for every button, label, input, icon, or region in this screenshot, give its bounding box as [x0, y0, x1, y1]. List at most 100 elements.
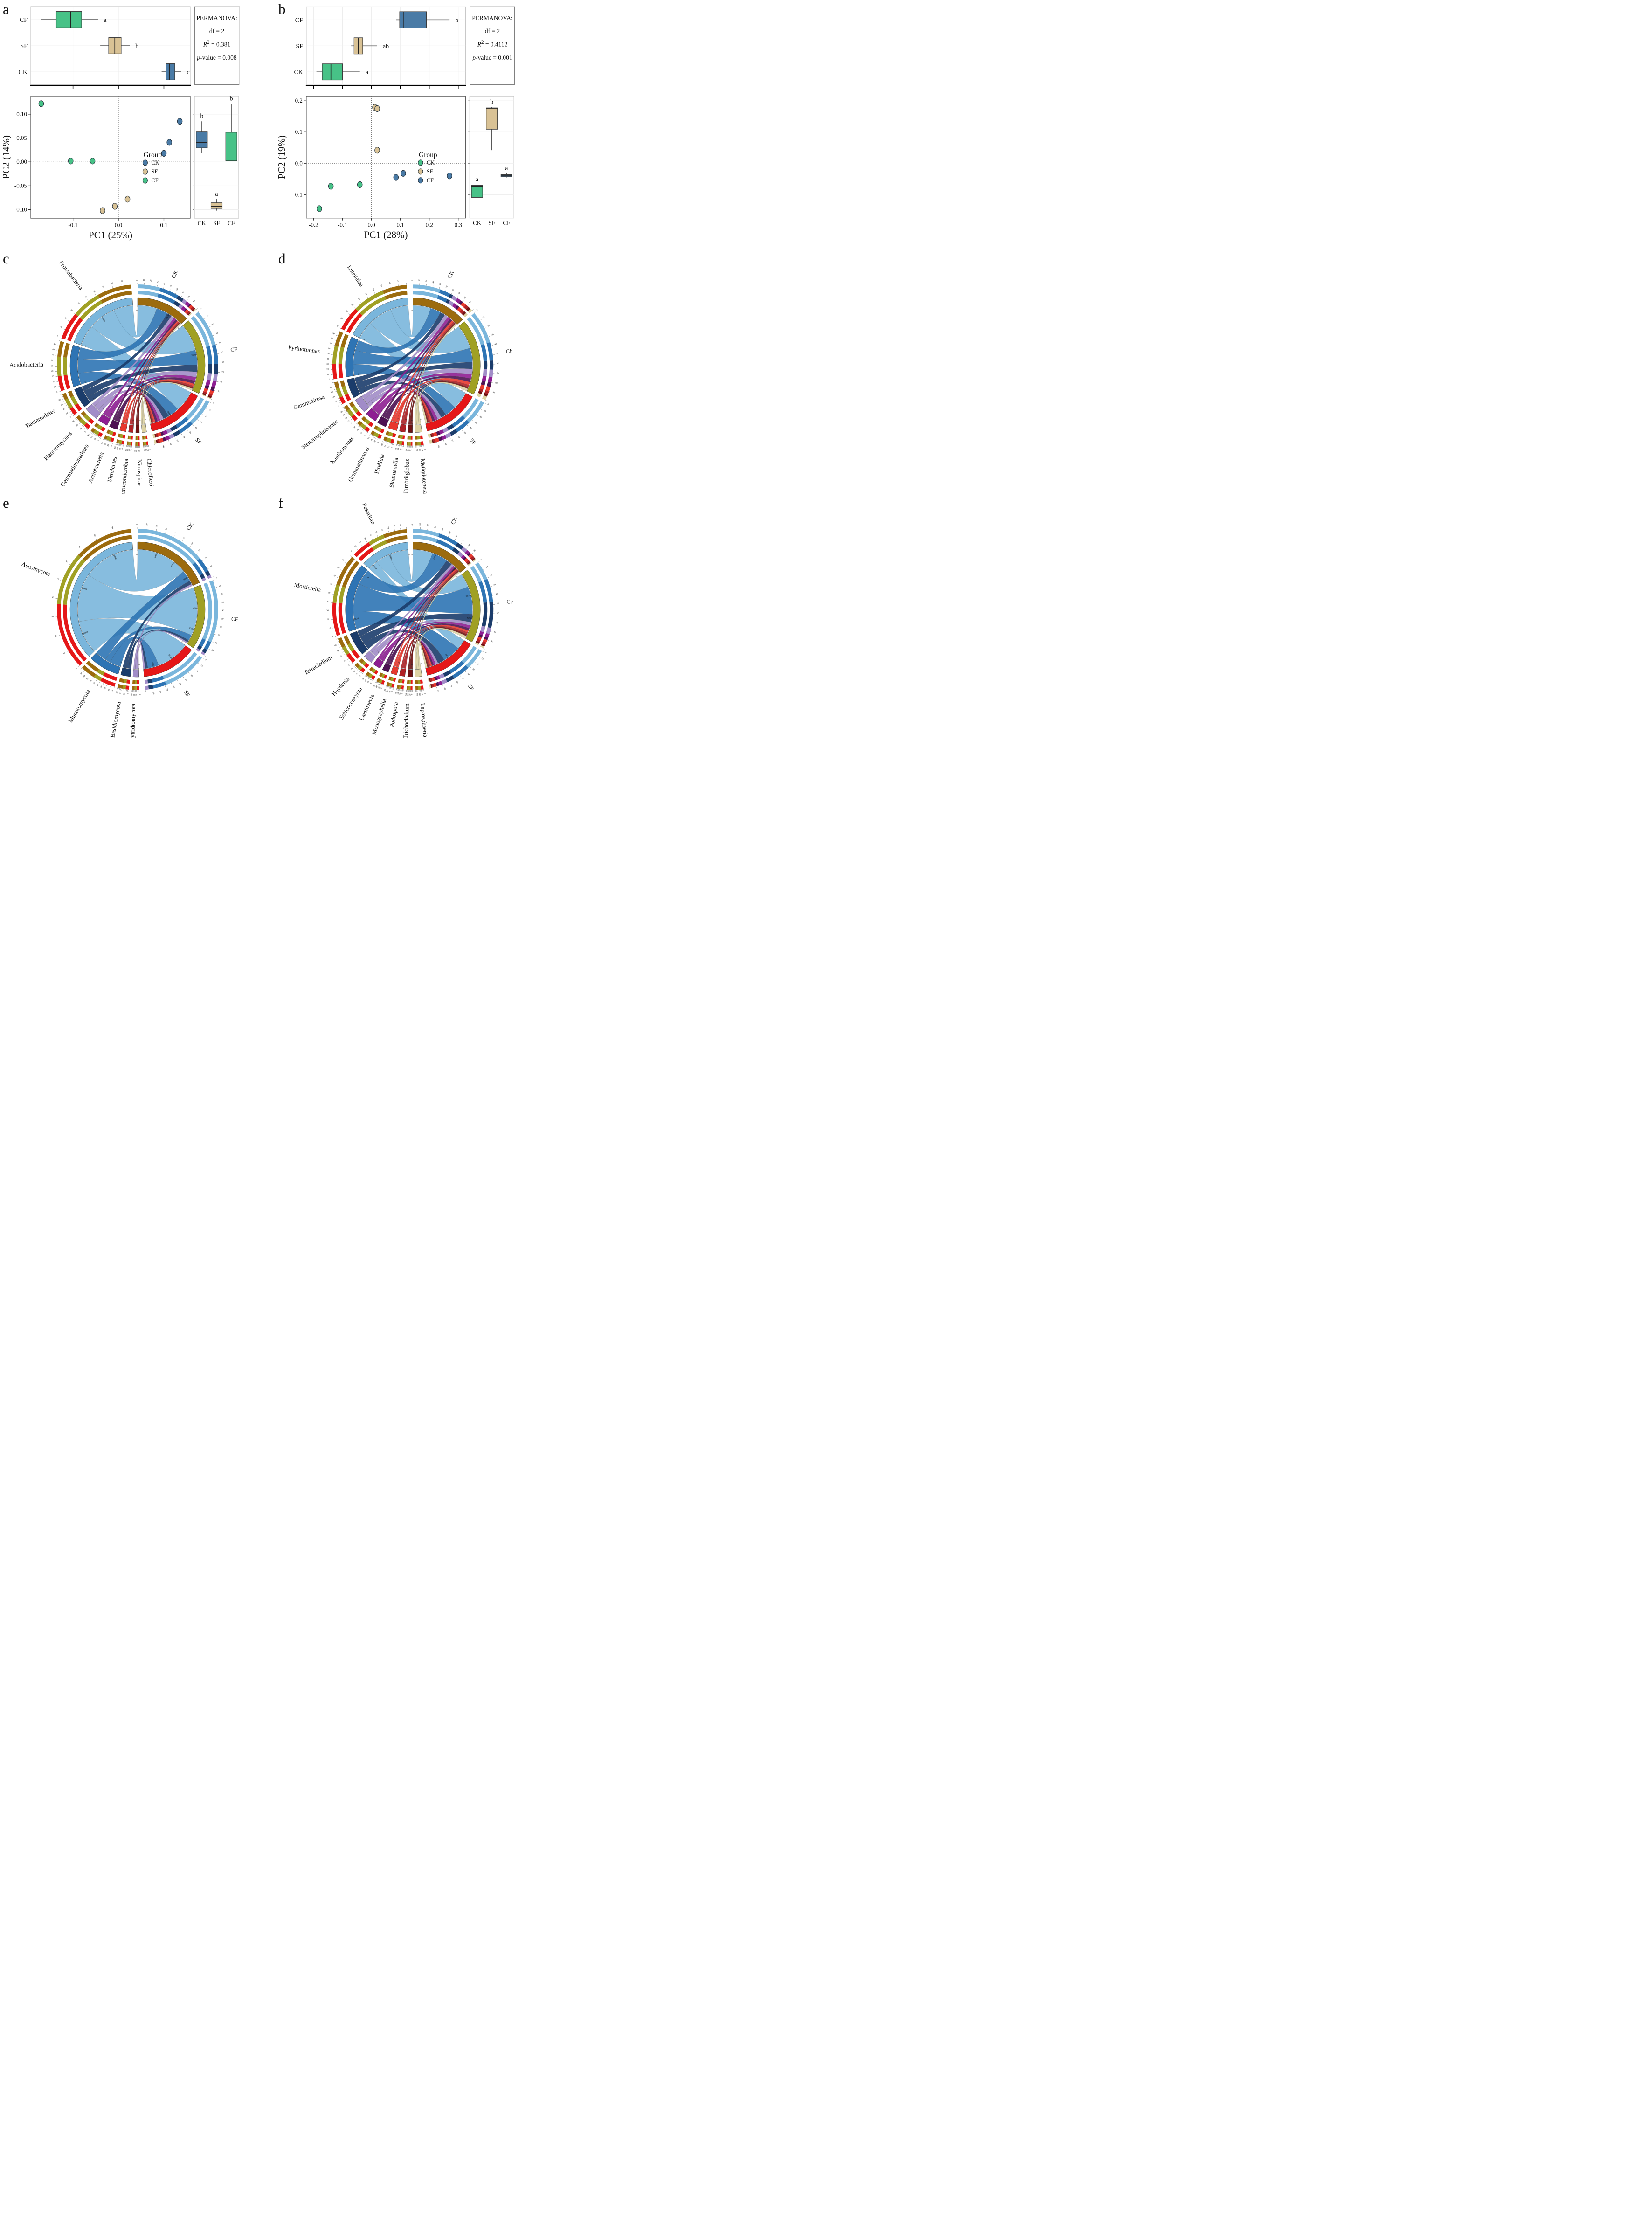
taxon-label-Trichocladium: Trichocladium	[402, 703, 410, 738]
inner-tick-label: 0	[85, 345, 87, 347]
ribbon-Xanthomonas-CK	[371, 317, 451, 410]
pct-tick-label: 10	[209, 408, 212, 412]
pct-tick	[454, 678, 456, 680]
pct-tick-label: 50	[221, 351, 224, 354]
pct-tick-label: 30	[123, 692, 125, 695]
pct-tick-label: 50	[169, 284, 173, 288]
pct-tick	[208, 648, 210, 650]
pct-tick	[360, 427, 362, 429]
pct-tick	[216, 381, 219, 382]
pct-seg	[486, 381, 492, 387]
panel-f: f 0 10 20 30 40 50 60 70 80 90 0 20000 40000 CK 0 10 20 3…	[276, 494, 551, 738]
pct-tick-label: 60	[419, 693, 421, 696]
taxon-label-Heydenia: Heydenia	[330, 675, 351, 697]
pct-seg	[84, 422, 91, 429]
inner-tick-label: 0	[456, 575, 458, 578]
pct-tick-label: 90	[210, 564, 213, 567]
pct-tick-label: 10	[482, 316, 485, 319]
pct-seg	[408, 680, 411, 684]
sector-Podospora	[399, 668, 406, 677]
pct-seg	[448, 293, 453, 299]
taxon-label-Acidobacteria: Acidobacteria	[9, 361, 43, 368]
inner-tick	[100, 411, 102, 413]
pct-seg	[413, 529, 440, 537]
pct-tick	[389, 686, 390, 689]
pct-tick	[120, 444, 121, 446]
pct-tick-label: 0	[329, 378, 331, 381]
pct-tick-label: 80	[52, 348, 55, 351]
inner-tick	[391, 664, 392, 666]
ribbon-Gemmatirosa-SF	[358, 381, 446, 418]
pct-tick-label: 30	[364, 537, 367, 540]
pct-tick	[332, 382, 334, 383]
pct-seg	[470, 566, 482, 583]
taxon-label-Proteobacteria: Proteobacteria	[58, 259, 85, 291]
pct-seg	[188, 313, 192, 317]
pct-tick	[470, 666, 471, 668]
pct-seg	[415, 442, 418, 446]
pct-seg	[433, 683, 437, 687]
pct-seg	[142, 436, 144, 440]
pct-tick-label: 80	[215, 641, 218, 644]
pct-tick	[347, 414, 349, 415]
pct-tick	[80, 423, 82, 425]
pct-seg	[360, 423, 367, 430]
pct-tick-label: 90	[383, 688, 386, 692]
x-axis-title: PC1 (28%)	[364, 229, 408, 241]
pct-seg	[190, 306, 194, 311]
ribbon-Heydenia-CK	[369, 564, 454, 653]
inner-tick	[388, 554, 390, 556]
box-CK	[322, 63, 343, 81]
pct-tick	[202, 560, 204, 561]
pct-seg	[341, 308, 358, 331]
pct-seg	[152, 681, 166, 689]
pct-seg	[179, 421, 193, 433]
pct-tick-label: 40	[340, 654, 343, 657]
top-box-row-label: SF	[20, 43, 28, 50]
pct-tick	[343, 408, 345, 409]
pct-tick	[83, 425, 85, 428]
pct-tick	[112, 442, 113, 444]
pct-tick	[393, 443, 394, 445]
pct-tick-label: 90	[394, 692, 397, 694]
pct-tick-label: 0	[69, 416, 72, 419]
pct-tick	[487, 577, 489, 579]
pct-tick	[93, 433, 95, 436]
pct-tick	[354, 666, 356, 668]
pct-tick	[95, 294, 97, 296]
pct-tick-label: 60	[104, 443, 107, 446]
inner-tick	[388, 418, 390, 421]
group-label-CF: CF	[231, 616, 239, 623]
inner-tick	[81, 345, 83, 346]
pct-tick	[77, 420, 79, 422]
pct-seg	[478, 390, 483, 394]
y-tick-label: -0.1	[293, 191, 303, 198]
pct-seg	[456, 542, 464, 550]
point-CK	[161, 150, 167, 157]
pct-tick	[358, 670, 360, 671]
inner-tick-label: 0	[420, 419, 422, 421]
inner-tick-label: 40000	[170, 561, 176, 567]
pct-tick	[165, 685, 166, 687]
pct-tick-label: 40	[96, 683, 99, 686]
pct-seg	[465, 550, 470, 555]
pct-tick-label: 0	[485, 651, 487, 654]
pct-tick-label: 60	[375, 685, 378, 688]
sector-CK	[413, 298, 463, 325]
pct-tick-label: 50	[92, 681, 96, 685]
inner-tick	[363, 575, 366, 576]
point-SF	[100, 207, 105, 214]
pct-tick	[157, 285, 158, 287]
pct-seg	[173, 430, 181, 437]
pct-seg	[472, 559, 477, 562]
pct-tick-label: 20	[52, 380, 55, 383]
inner-tick-label: 0	[84, 381, 86, 384]
pct-seg	[188, 304, 193, 309]
pct-seg	[372, 540, 387, 551]
pct-tick-label: 90	[120, 280, 123, 283]
pct-tick-label: 50	[327, 353, 330, 355]
pct-seg	[489, 360, 494, 370]
pct-seg	[357, 420, 363, 426]
inner-tick-label: 0	[411, 664, 413, 665]
pct-tick	[97, 435, 98, 437]
